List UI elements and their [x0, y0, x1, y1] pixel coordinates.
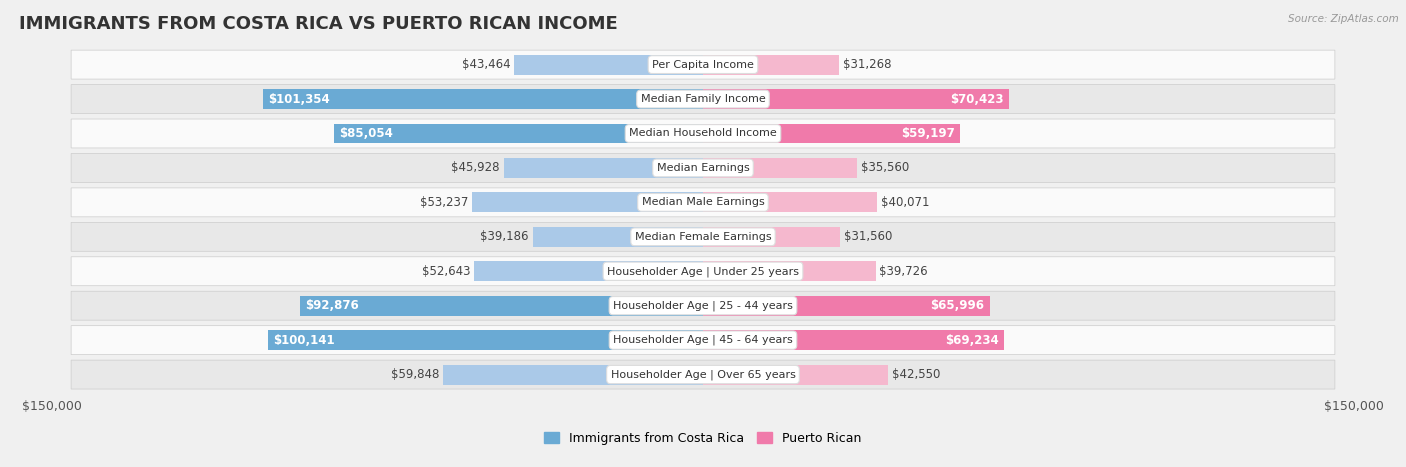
Bar: [703, 330, 1004, 350]
Text: Median Earnings: Median Earnings: [657, 163, 749, 173]
Bar: [703, 192, 877, 212]
Bar: [472, 192, 703, 212]
Bar: [703, 296, 990, 316]
FancyBboxPatch shape: [72, 291, 1334, 320]
FancyBboxPatch shape: [72, 188, 1334, 217]
Text: $45,928: $45,928: [451, 162, 499, 175]
Text: Median Female Earnings: Median Female Earnings: [634, 232, 772, 242]
Text: $92,876: $92,876: [305, 299, 359, 312]
Text: Per Capita Income: Per Capita Income: [652, 60, 754, 70]
Text: $59,848: $59,848: [391, 368, 439, 381]
Bar: [703, 227, 839, 247]
Text: $31,560: $31,560: [844, 230, 893, 243]
Text: Source: ZipAtlas.com: Source: ZipAtlas.com: [1288, 14, 1399, 24]
Text: Householder Age | 45 - 64 years: Householder Age | 45 - 64 years: [613, 335, 793, 346]
Bar: [333, 123, 703, 143]
Bar: [703, 261, 876, 281]
Bar: [474, 261, 703, 281]
Bar: [703, 89, 1010, 109]
Text: $42,550: $42,550: [891, 368, 941, 381]
FancyBboxPatch shape: [72, 222, 1334, 251]
FancyBboxPatch shape: [72, 257, 1334, 286]
Text: $101,354: $101,354: [269, 92, 330, 106]
Bar: [703, 365, 887, 384]
Bar: [703, 123, 960, 143]
Text: $39,186: $39,186: [481, 230, 529, 243]
Bar: [703, 55, 839, 75]
Text: $59,197: $59,197: [901, 127, 955, 140]
Bar: [533, 227, 703, 247]
Text: IMMIGRANTS FROM COSTA RICA VS PUERTO RICAN INCOME: IMMIGRANTS FROM COSTA RICA VS PUERTO RIC…: [20, 15, 617, 33]
Text: $31,268: $31,268: [842, 58, 891, 71]
Bar: [299, 296, 703, 316]
Text: $70,423: $70,423: [950, 92, 1004, 106]
FancyBboxPatch shape: [72, 154, 1334, 183]
Legend: Immigrants from Costa Rica, Puerto Rican: Immigrants from Costa Rica, Puerto Rican: [540, 427, 866, 450]
Text: $100,141: $100,141: [273, 333, 335, 347]
FancyBboxPatch shape: [72, 85, 1334, 113]
Text: $69,234: $69,234: [945, 333, 998, 347]
Text: Median Male Earnings: Median Male Earnings: [641, 198, 765, 207]
Text: Householder Age | Over 65 years: Householder Age | Over 65 years: [610, 369, 796, 380]
Text: $39,726: $39,726: [879, 265, 928, 278]
Text: $65,996: $65,996: [931, 299, 984, 312]
Text: $85,054: $85,054: [339, 127, 392, 140]
Bar: [503, 158, 703, 178]
Text: $40,071: $40,071: [882, 196, 929, 209]
Text: Householder Age | 25 - 44 years: Householder Age | 25 - 44 years: [613, 300, 793, 311]
Text: Median Family Income: Median Family Income: [641, 94, 765, 104]
Text: $53,237: $53,237: [419, 196, 468, 209]
Bar: [263, 89, 703, 109]
Bar: [703, 158, 858, 178]
FancyBboxPatch shape: [72, 360, 1334, 389]
Text: $43,464: $43,464: [461, 58, 510, 71]
Bar: [269, 330, 703, 350]
Text: Median Household Income: Median Household Income: [628, 128, 778, 139]
Bar: [443, 365, 703, 384]
FancyBboxPatch shape: [72, 325, 1334, 354]
Text: $35,560: $35,560: [862, 162, 910, 175]
FancyBboxPatch shape: [72, 119, 1334, 148]
Text: $52,643: $52,643: [422, 265, 471, 278]
FancyBboxPatch shape: [72, 50, 1334, 79]
Text: Householder Age | Under 25 years: Householder Age | Under 25 years: [607, 266, 799, 276]
Bar: [515, 55, 703, 75]
